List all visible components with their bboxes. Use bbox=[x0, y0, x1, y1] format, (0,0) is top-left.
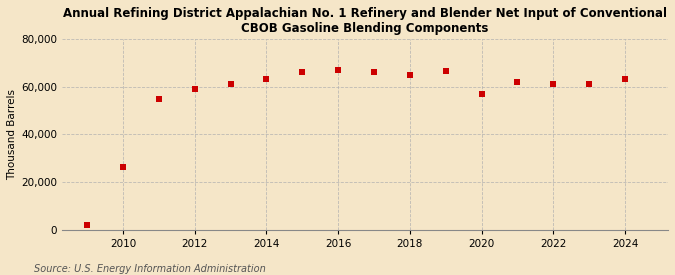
Point bbox=[153, 96, 164, 101]
Point bbox=[261, 77, 272, 82]
Point bbox=[189, 87, 200, 91]
Point bbox=[297, 70, 308, 75]
Point bbox=[620, 77, 630, 82]
Point bbox=[369, 70, 379, 75]
Y-axis label: Thousand Barrels: Thousand Barrels bbox=[7, 89, 17, 180]
Point bbox=[548, 82, 559, 86]
Point bbox=[117, 164, 128, 169]
Point bbox=[584, 82, 595, 86]
Text: Source: U.S. Energy Information Administration: Source: U.S. Energy Information Administ… bbox=[34, 264, 265, 274]
Point bbox=[333, 68, 344, 72]
Point bbox=[476, 92, 487, 96]
Title: Annual Refining District Appalachian No. 1 Refinery and Blender Net Input of Con: Annual Refining District Appalachian No.… bbox=[63, 7, 667, 35]
Point bbox=[404, 73, 415, 77]
Point bbox=[512, 80, 523, 84]
Point bbox=[440, 69, 451, 73]
Point bbox=[82, 222, 92, 227]
Point bbox=[225, 82, 236, 86]
